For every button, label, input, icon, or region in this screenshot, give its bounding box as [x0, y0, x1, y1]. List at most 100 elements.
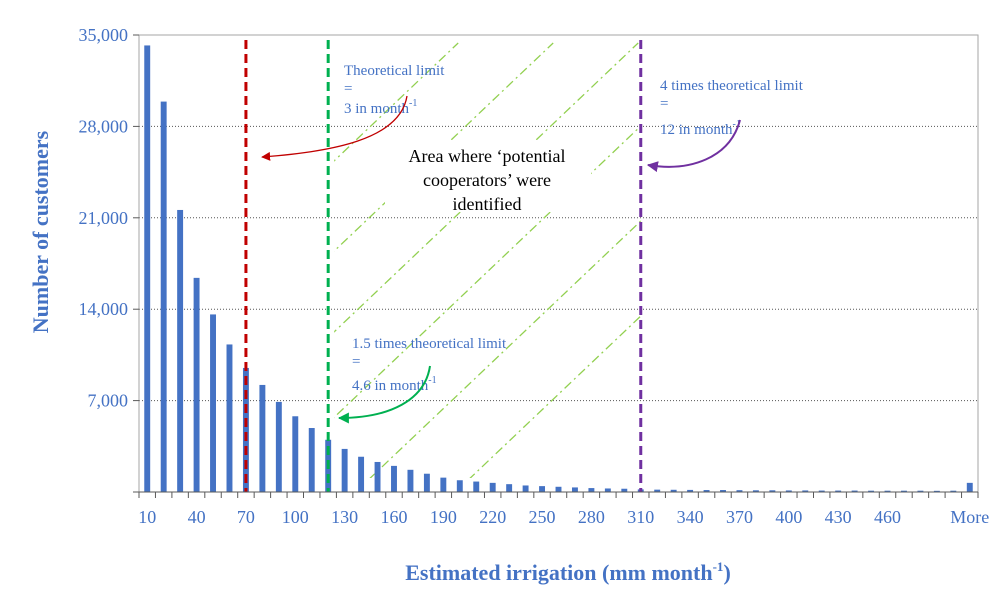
x-axis-title-sup: -1	[713, 559, 724, 574]
x-tick-label: 280	[578, 507, 605, 527]
x-tick-label: 370	[726, 507, 753, 527]
bar-series	[144, 45, 973, 493]
x-tick-label: 100	[282, 507, 309, 527]
x-tick-label: 190	[430, 507, 457, 527]
bar	[933, 490, 940, 492]
hatch-region	[334, 42, 641, 478]
bar	[160, 101, 167, 492]
x-tick-labels: 10 40 70 100 130 160 190 220 250 280 310 340 370 400 4…	[138, 507, 989, 527]
bar	[275, 401, 282, 492]
x-tick-label: More	[950, 507, 989, 527]
bar	[259, 384, 266, 492]
x-tick-label: 400	[775, 507, 802, 527]
annotation-line: cooperators’ were	[423, 170, 551, 190]
x-tick-label: 340	[677, 507, 704, 527]
bar	[752, 490, 759, 492]
bar	[868, 490, 875, 492]
annotation-line: 4 times theoretical limit	[660, 78, 804, 94]
hatch-line	[369, 220, 641, 478]
x-tick-label: 160	[380, 507, 407, 527]
x-tick-label: 40	[188, 507, 206, 527]
annotation-area: Area where ‘potential cooperators’ were …	[385, 140, 591, 214]
bar	[341, 448, 348, 492]
x-tick-label: 430	[825, 507, 852, 527]
annotation-line: Area where ‘potential	[409, 146, 566, 166]
x-tick-label: 10	[138, 507, 156, 527]
bar	[687, 489, 694, 492]
bar	[555, 486, 562, 492]
bar	[423, 473, 430, 492]
bar	[588, 488, 595, 492]
annotation-line: 3 in month-1	[344, 98, 417, 117]
bar	[374, 461, 381, 492]
annotation-text: 4.6 in month	[352, 378, 429, 394]
bar	[621, 488, 628, 492]
y-tick-label: 7,000	[88, 391, 129, 411]
bar	[177, 209, 184, 493]
y-tick-label: 21,000	[79, 208, 129, 228]
hatch-line	[469, 315, 641, 478]
bar	[835, 490, 842, 492]
grid-lines	[139, 125, 978, 402]
bar	[571, 487, 578, 492]
bar	[242, 367, 249, 492]
annotation-line: 12 in month-1	[660, 119, 741, 138]
y-axis-title: Number of customers	[28, 130, 53, 333]
bar	[210, 314, 216, 492]
bar	[193, 277, 200, 492]
bar	[720, 490, 726, 492]
bar	[818, 490, 825, 492]
x-axis-title: Estimated irrigation (mm month-1)	[405, 559, 731, 585]
annotation-line: =	[352, 354, 360, 370]
bar	[917, 490, 924, 492]
y-tick-label: 14,000	[79, 299, 129, 319]
bar	[785, 490, 792, 492]
hatch-line	[334, 42, 639, 333]
y-tick-label: 28,000	[79, 116, 129, 136]
y-tick-labels: 7,000 14,000 21,000 28,000 35,000	[79, 25, 129, 411]
x-tick-label: 130	[331, 507, 358, 527]
arrow-4-times-limit	[646, 119, 741, 173]
annotation-text: 3 in month	[344, 101, 410, 117]
annotation-4-times-limit: 4 times theoretical limit = 12 in month-…	[646, 78, 804, 173]
annotation-area-background	[385, 140, 591, 212]
bar	[654, 489, 661, 492]
bar	[884, 490, 891, 492]
bar	[292, 416, 299, 492]
bar	[703, 490, 710, 492]
bar	[539, 486, 546, 492]
bar	[473, 481, 480, 492]
annotation-line: =	[344, 81, 352, 97]
annotation-line: 4.6 in month-1	[352, 375, 437, 394]
limit-lines	[244, 40, 643, 492]
bar	[506, 484, 513, 492]
bar	[769, 490, 776, 492]
y-tick-label: 35,000	[79, 25, 129, 45]
annotation-line: 1.5 times theoretical limit	[352, 336, 507, 352]
annotation-sup: -1	[409, 98, 417, 109]
annotation-line: identified	[453, 194, 522, 214]
bar	[802, 490, 809, 492]
bar	[736, 490, 743, 492]
bar	[440, 477, 447, 492]
bar	[391, 465, 397, 492]
x-axis-title-end: )	[723, 560, 730, 585]
annotation-line: Theoretical limit	[344, 63, 445, 79]
x-tick-label: 250	[529, 507, 556, 527]
bar	[144, 45, 151, 493]
annotation-sup: -1	[428, 375, 436, 386]
arrow-1-5-times-limit	[337, 365, 431, 424]
bar	[522, 485, 529, 492]
bar	[950, 490, 957, 492]
annotation-1-5-times-limit: 1.5 times theoretical limit = 4.6 in mon…	[337, 336, 507, 424]
annotation-text: 12 in month	[660, 122, 733, 138]
arrow-theoretical-limit	[261, 95, 408, 161]
bar	[358, 456, 365, 492]
bar	[407, 469, 414, 492]
x-tick-label: 70	[237, 507, 255, 527]
bar	[901, 490, 907, 492]
x-tick-label: 460	[874, 507, 901, 527]
bar	[851, 490, 858, 492]
x-axis-title-main: Estimated irrigation (mm month	[405, 560, 712, 585]
